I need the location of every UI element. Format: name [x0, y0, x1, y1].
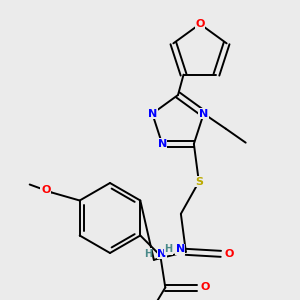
Text: N: N — [199, 109, 208, 119]
Text: S: S — [195, 177, 203, 187]
Text: O: O — [41, 184, 50, 194]
Text: H: H — [144, 249, 152, 259]
Text: N: N — [148, 109, 157, 119]
Text: N: N — [158, 139, 167, 149]
Text: N: N — [157, 249, 167, 259]
Text: N: N — [176, 244, 185, 254]
Text: O: O — [224, 249, 234, 259]
Text: H: H — [164, 244, 172, 254]
Text: O: O — [195, 19, 205, 29]
Text: O: O — [201, 283, 210, 292]
